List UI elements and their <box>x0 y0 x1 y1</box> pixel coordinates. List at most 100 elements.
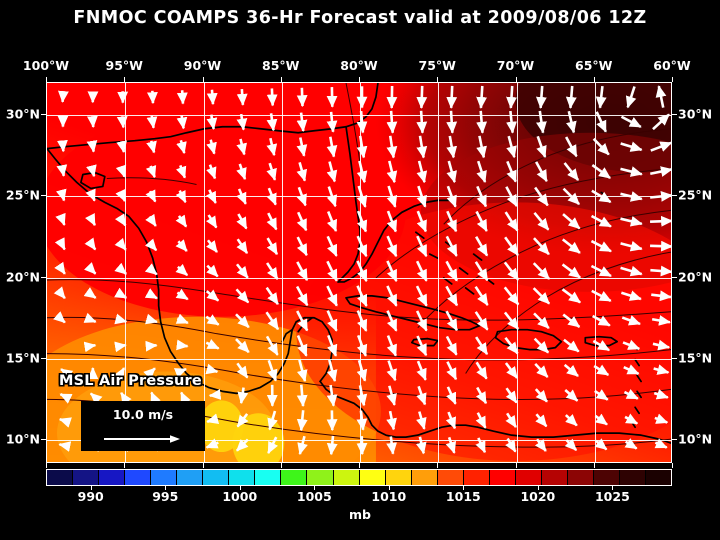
wind-vector <box>175 214 188 228</box>
wind-vector <box>533 312 550 330</box>
wind-vector <box>180 391 191 405</box>
wind-vector <box>86 140 98 153</box>
wind-vector <box>57 90 69 103</box>
wind-vector <box>591 289 612 302</box>
wind-vector <box>356 135 368 159</box>
wind-vector <box>595 85 607 109</box>
lon-tick-label: 100°W <box>22 58 70 73</box>
wind-vector <box>386 285 398 307</box>
lon-tick-label: 65°W <box>575 58 613 73</box>
wind-vector <box>446 135 458 159</box>
wind-vector <box>176 115 188 130</box>
colorbar-tick-label: 1020 <box>520 489 556 504</box>
lon-tick-label: 85°W <box>262 58 300 73</box>
wind-vector <box>475 336 489 356</box>
wind-vector <box>296 112 308 132</box>
wind-vector <box>83 262 97 275</box>
colorbar-tick-labels: 990 995 1000 1005 1010 1015 1020 1025 <box>0 489 720 507</box>
wind-vector <box>206 214 218 229</box>
wind-vector <box>54 237 66 251</box>
lat-tick-label: 10°N <box>5 431 40 447</box>
latitude-axis-labels-right: 30°N 25°N 20°N 15°N 10°N <box>674 0 718 540</box>
map-plot-area[interactable]: MSL Air Pressure 10.0 m/s <box>46 82 672 463</box>
wind-vector <box>145 340 158 352</box>
wind-vector <box>446 85 458 109</box>
wind-vector <box>326 161 338 183</box>
colorbar-tick <box>90 486 92 490</box>
wind-vector <box>86 115 98 128</box>
wind-vector <box>83 341 97 353</box>
wind-vector <box>564 389 579 402</box>
wind-vector <box>85 213 96 227</box>
wind-vector <box>176 139 187 155</box>
wind-vector <box>592 339 610 352</box>
wind-vector <box>267 436 279 454</box>
wind-vector <box>267 359 278 382</box>
wind-vector <box>654 438 668 449</box>
wind-vector <box>176 90 188 105</box>
tick-mark <box>46 463 47 468</box>
wind-vector <box>563 363 579 378</box>
wind-vector <box>505 387 518 404</box>
wind-vector <box>116 140 128 154</box>
wind-vector <box>296 334 308 357</box>
wind-vector <box>175 190 187 204</box>
wind-vector <box>356 210 368 233</box>
colorbar-tick-label: 1010 <box>371 489 407 504</box>
wind-vector <box>591 164 611 180</box>
wind-vector <box>445 310 459 332</box>
wind-vector <box>416 360 427 381</box>
wind-vector <box>386 185 398 208</box>
wind-vector <box>620 216 643 227</box>
wind-vector <box>594 413 608 426</box>
wind-vector <box>475 437 487 454</box>
wind-vector <box>326 186 338 208</box>
colorbar-segment <box>541 470 568 485</box>
colorbar-tick <box>314 486 316 490</box>
colorbar-segment <box>333 470 360 485</box>
wind-vector <box>236 138 247 156</box>
wind-vector <box>56 164 68 177</box>
wind-vector <box>620 141 643 152</box>
wind-vector <box>446 361 458 381</box>
wind-vector <box>175 263 189 277</box>
colorbar-segment <box>229 470 256 485</box>
lat-tick-label: 25°N <box>5 187 40 203</box>
wind-vector <box>356 160 368 184</box>
wind-vector <box>415 436 427 455</box>
wind-vector <box>236 362 249 379</box>
wind-vector <box>620 191 643 202</box>
wind-vector <box>83 287 97 299</box>
colorbar-segment <box>255 470 282 485</box>
wind-vector <box>296 384 308 408</box>
wind-vector <box>595 111 607 133</box>
lon-tick-label: 90°W <box>183 58 222 73</box>
wind-vector <box>56 139 68 153</box>
wind-vector <box>145 165 157 179</box>
wind-vector <box>416 185 427 208</box>
wind-vector <box>386 160 398 184</box>
colorbar-tick-marks <box>0 486 720 492</box>
lat-tick-label: 15°N <box>5 350 40 366</box>
colorbar-tick <box>239 486 241 490</box>
wind-vector <box>146 115 158 129</box>
wind-vector <box>474 261 489 282</box>
wind-vector <box>265 311 280 331</box>
wind-vector <box>356 310 368 332</box>
wind-vector <box>561 263 581 279</box>
lat-tick-label: 20°N <box>5 269 40 285</box>
wind-vector <box>566 110 577 134</box>
wind-vector <box>326 211 338 232</box>
wind-vector <box>356 410 368 431</box>
colorbar[interactable] <box>46 469 672 486</box>
wind-vector <box>386 235 398 258</box>
lat-tick-label: 20°N <box>678 269 713 285</box>
wind-vector <box>503 261 520 281</box>
wind-vector <box>536 110 547 134</box>
lat-tick-label: 25°N <box>678 187 713 203</box>
wind-vector <box>416 160 428 184</box>
lon-tick-label: 70°W <box>496 58 535 73</box>
wind-vector <box>206 189 217 204</box>
wind-vector <box>386 210 398 233</box>
wind-vector <box>54 261 66 275</box>
